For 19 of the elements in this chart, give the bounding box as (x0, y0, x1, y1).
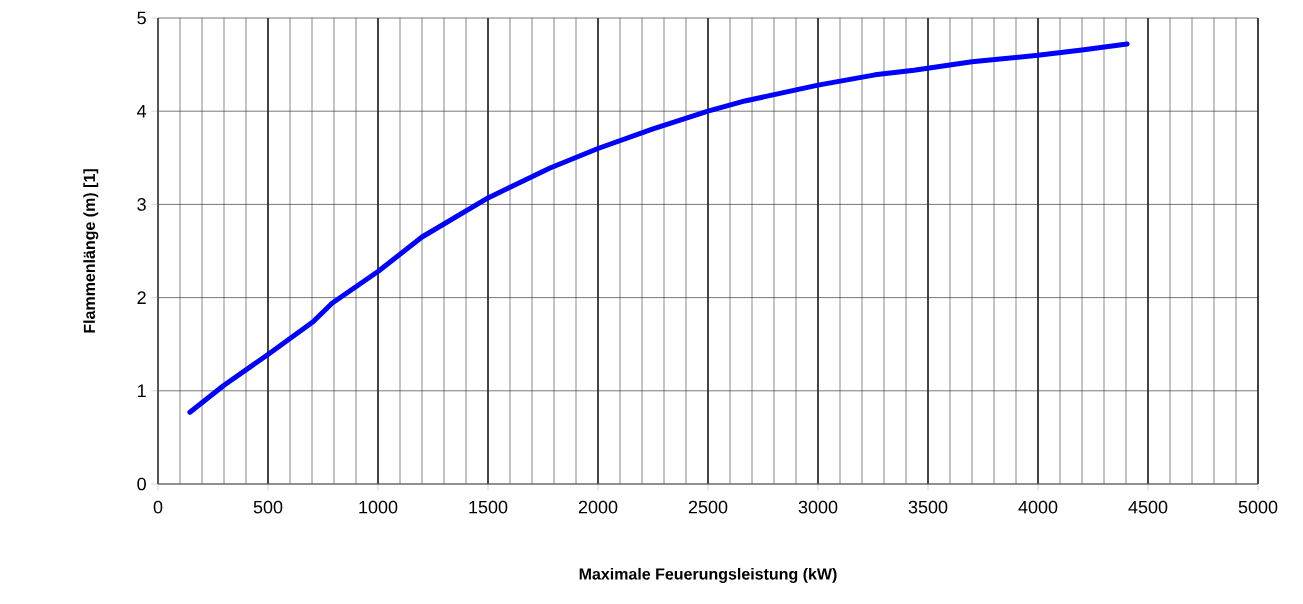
x-tick-label: 5000 (1238, 500, 1278, 514)
y-tick-label: 0 (137, 477, 146, 491)
y-tick-label: 1 (137, 384, 146, 397)
x-tick-label: 2500 (688, 500, 728, 514)
x-tick-label: 2000 (578, 500, 618, 514)
y-tick-label: 3 (137, 198, 146, 211)
x-tick-label: 3500 (908, 500, 948, 514)
x-tick-label: 1500 (469, 500, 508, 514)
x-axis-title: Maximale Feuerungsleistung (kW) (579, 567, 837, 583)
x-tick-label: 500 (253, 500, 283, 514)
y-tick-label: 4 (137, 105, 147, 118)
x-tick-label: 1000 (359, 500, 398, 514)
x-tick-label: 4500 (1128, 500, 1168, 514)
x-tick-label: 0 (153, 500, 163, 514)
x-tick-label: 3000 (798, 500, 838, 514)
y-tick-label: 2 (137, 291, 146, 304)
y-axis-title: Flammenlänge (m) [1] (83, 169, 99, 333)
y-tick-label: 5 (137, 11, 146, 25)
x-tick-label: 4000 (1018, 500, 1058, 514)
